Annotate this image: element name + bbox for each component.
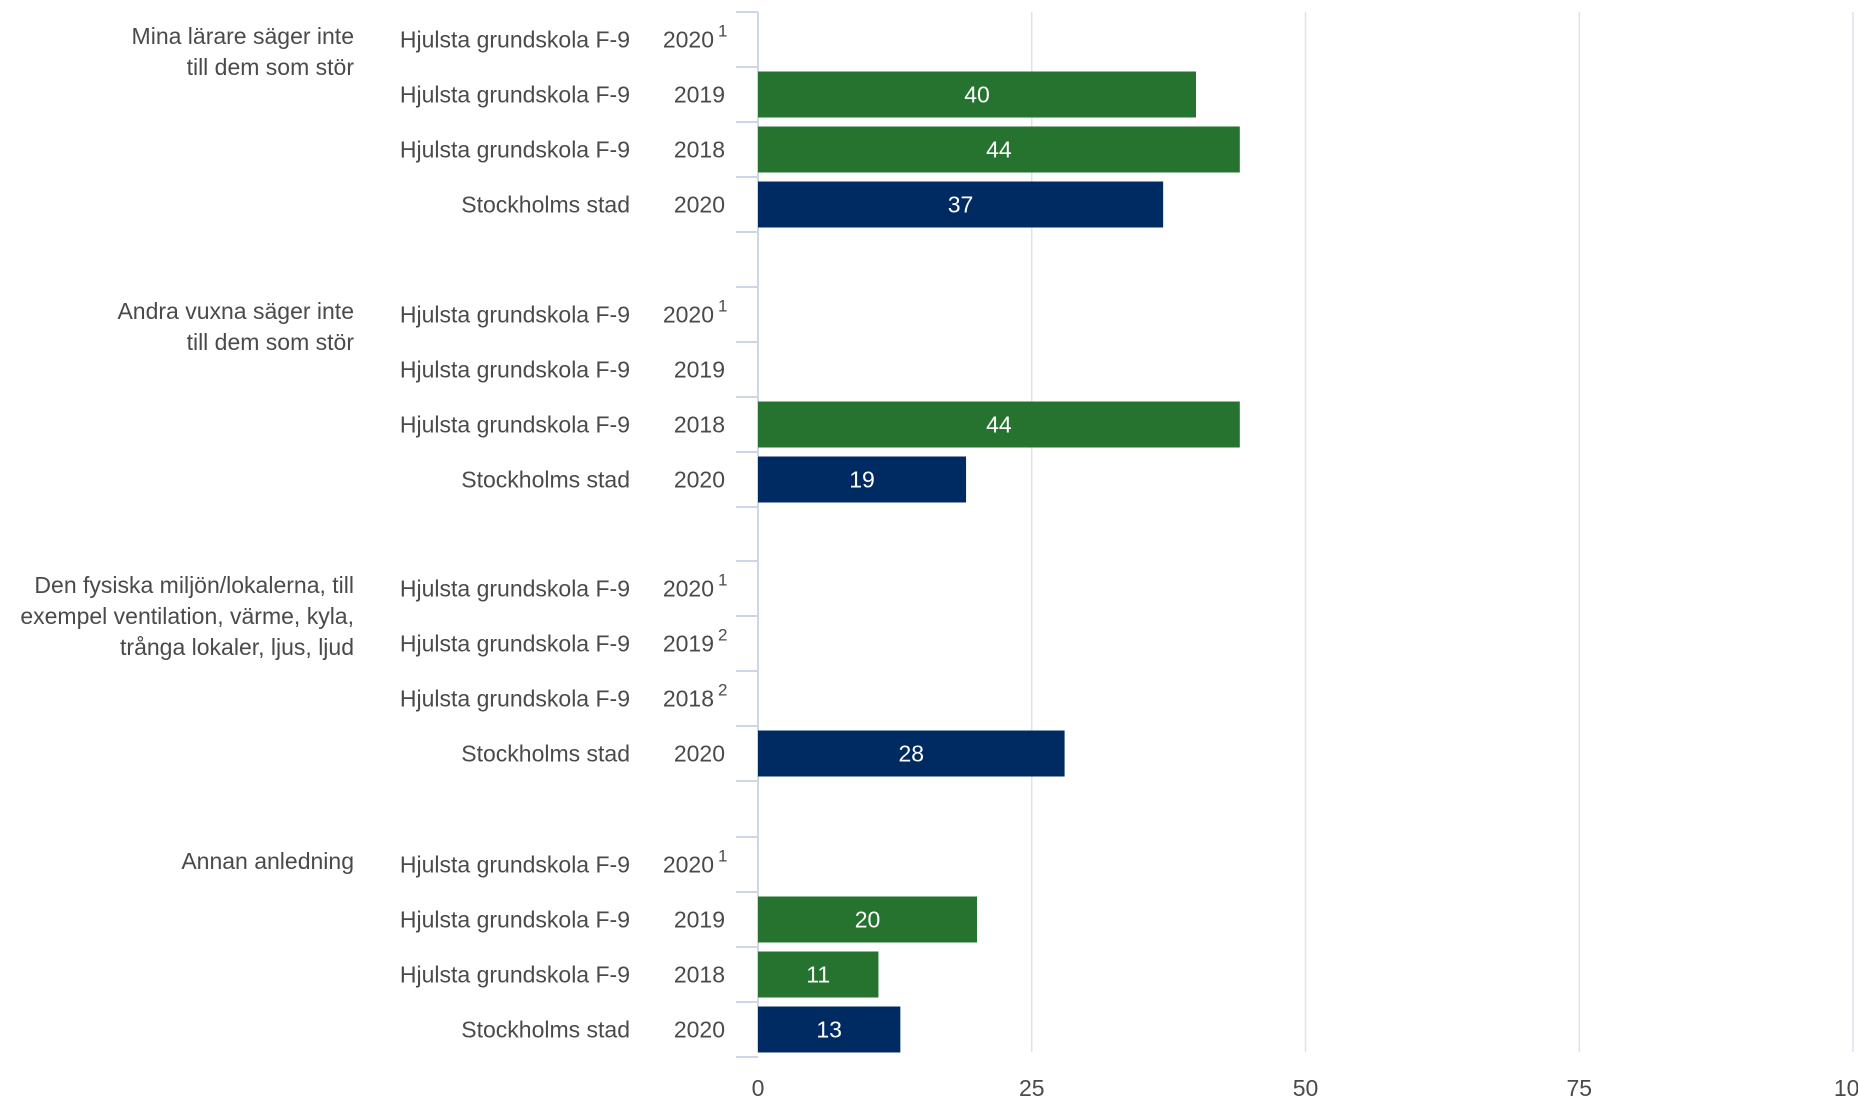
row-series-label: Hjulsta grundskola F-9	[400, 576, 630, 602]
group-label: Mina lärare säger inte	[132, 23, 354, 49]
row-series-label: Hjulsta grundskola F-9	[400, 82, 630, 108]
row-year-label: 2018	[663, 686, 714, 712]
row-year-label: 2020	[674, 1017, 725, 1043]
x-tick-label: 75	[1566, 1075, 1592, 1098]
group-label: Den fysiska miljön/lokalerna, till	[34, 572, 354, 598]
row-footnote-mark: 1	[718, 847, 727, 866]
row-series-label: Hjulsta grundskola F-9	[400, 27, 630, 53]
bar	[758, 456, 967, 503]
bar	[758, 1006, 901, 1053]
row-year-label: 2020	[674, 741, 725, 767]
bar	[758, 896, 977, 943]
row-series-label: Hjulsta grundskola F-9	[400, 631, 630, 657]
row-year-label: 2019	[674, 82, 725, 108]
row-footnote-mark: 1	[718, 22, 727, 41]
row-year-label: 2020	[663, 576, 714, 602]
row-footnote-mark: 1	[718, 297, 727, 316]
row-series-label: Hjulsta grundskola F-9	[400, 962, 630, 988]
bar	[758, 951, 879, 998]
row-year-label: 2018	[674, 412, 725, 438]
row-series-label: Hjulsta grundskola F-9	[400, 357, 630, 383]
row-year-label: 2019	[674, 907, 725, 933]
row-year-label: 2019	[663, 631, 714, 657]
row-year-label: 2018	[674, 962, 725, 988]
row-series-label: Stockholms stad	[461, 1017, 630, 1043]
row-year-label: 2018	[674, 137, 725, 163]
row-footnote-mark: 2	[718, 626, 727, 645]
group-label: till dem som stör	[187, 54, 355, 80]
row-year-label: 2020	[674, 467, 725, 493]
row-year-label: 2019	[674, 357, 725, 383]
row-series-label: Hjulsta grundskola F-9	[400, 412, 630, 438]
row-series-label: Hjulsta grundskola F-9	[400, 302, 630, 328]
bar	[758, 181, 1164, 228]
row-year-label: 2020	[663, 302, 714, 328]
group-label: Annan anledning	[181, 848, 354, 874]
group-label: trånga lokaler, ljus, ljud	[120, 634, 354, 660]
row-footnote-mark: 1	[718, 571, 727, 590]
row-series-label: Hjulsta grundskola F-9	[400, 852, 630, 878]
bar-value-label: 28	[899, 741, 925, 767]
bar-value-label: 20	[855, 907, 881, 933]
group-label: exempel ventilation, värme, kyla,	[20, 603, 354, 629]
row-year-label: 2020	[663, 27, 714, 53]
bar	[758, 71, 1196, 118]
bar-value-label: 44	[986, 137, 1012, 163]
x-tick-label: 25	[1019, 1075, 1045, 1098]
bar	[758, 126, 1240, 173]
x-tick-label: 50	[1293, 1075, 1319, 1098]
row-series-label: Hjulsta grundskola F-9	[400, 907, 630, 933]
row-year-label: 2020	[674, 192, 725, 218]
bar-value-label: 11	[806, 962, 830, 988]
row-year-label: 2020	[663, 852, 714, 878]
group-label: Andra vuxna säger inte	[117, 298, 354, 324]
bar-value-label: 37	[948, 192, 974, 218]
bar	[758, 401, 1240, 448]
row-series-label: Stockholms stad	[461, 741, 630, 767]
group-label: till dem som stör	[187, 329, 355, 355]
row-series-label: Hjulsta grundskola F-9	[400, 137, 630, 163]
bar-value-label: 44	[986, 412, 1012, 438]
x-tick-label: 0	[752, 1075, 765, 1098]
bar-value-label: 40	[964, 82, 990, 108]
row-footnote-mark: 2	[718, 681, 727, 700]
row-series-label: Hjulsta grundskola F-9	[400, 686, 630, 712]
x-tick-label: 100	[1834, 1075, 1858, 1098]
bar-value-label: 19	[849, 467, 875, 493]
bar-value-label: 13	[816, 1017, 842, 1043]
row-series-label: Stockholms stad	[461, 467, 630, 493]
bar	[758, 730, 1065, 777]
row-series-label: Stockholms stad	[461, 192, 630, 218]
